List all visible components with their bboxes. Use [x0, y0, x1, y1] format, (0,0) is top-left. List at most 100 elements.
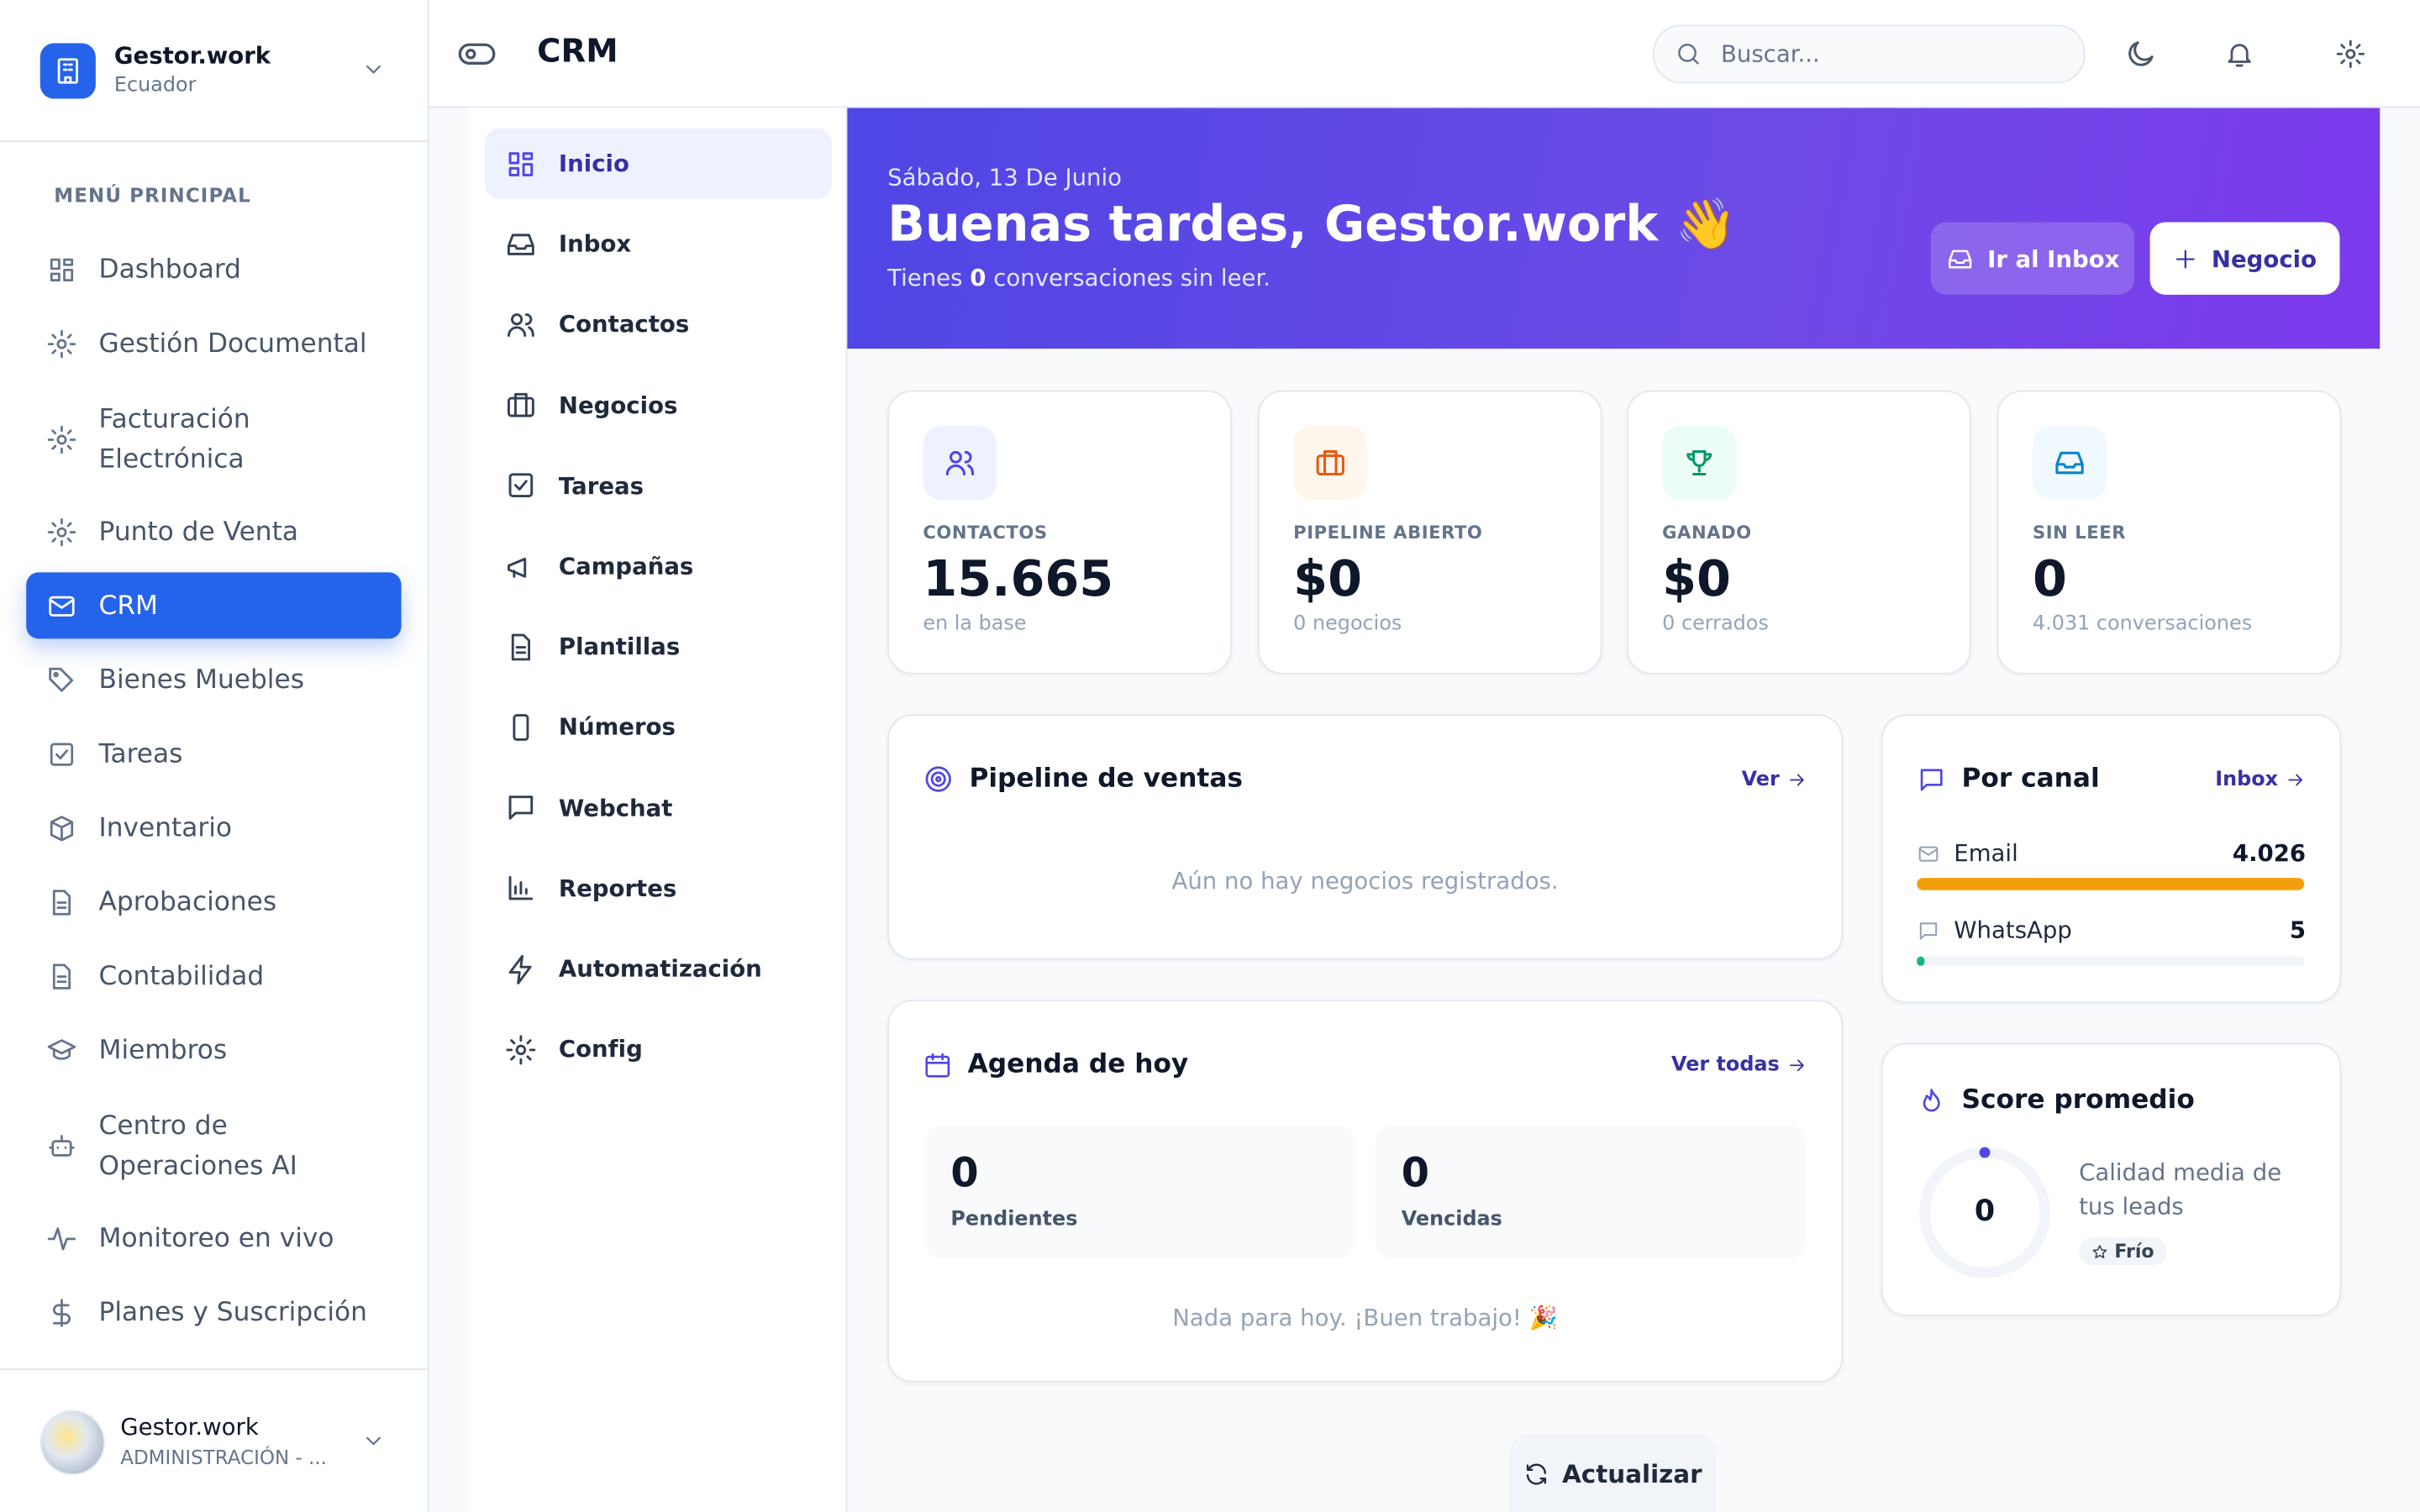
- stat-note: 0 cerrados: [1662, 612, 1769, 636]
- side-menu-item[interactable]: CRM: [26, 572, 402, 639]
- submenu-item[interactable]: Tareas: [485, 450, 832, 521]
- stat-icon: [2032, 425, 2107, 501]
- side-menu-label: Dashboard: [98, 255, 241, 286]
- stat-note: 4.031 conversaciones: [2032, 612, 2253, 636]
- agenda-title: Agenda de hoy: [923, 1049, 1188, 1080]
- search-placeholder: Buscar...: [1720, 39, 1820, 68]
- hero-date: Sábado, 13 De Junio: [887, 163, 1123, 192]
- score-description: Calidad media de tus leads: [2079, 1158, 2282, 1221]
- submenu-item[interactable]: Plantillas: [485, 612, 832, 682]
- submenu-item[interactable]: Inbox: [485, 208, 832, 279]
- stat-label: SIN LEER: [2032, 521, 2127, 543]
- stat-card: GANADO $0 0 cerrados: [1626, 390, 1971, 675]
- stat-label: GANADO: [1662, 521, 1752, 543]
- submenu-label: Inicio: [558, 150, 629, 178]
- stat-value: $0: [1293, 549, 1362, 608]
- settings[interactable]: [2335, 39, 2366, 70]
- side-menu-label: Inventario: [98, 812, 233, 844]
- agenda-title-text: Agenda de hoy: [967, 1048, 1189, 1080]
- submenu-label: Webchat: [558, 794, 673, 822]
- submenu-item[interactable]: Webchat: [485, 772, 832, 843]
- side-menu-label: Monitoreo en vivo: [98, 1223, 334, 1255]
- side-menu-item[interactable]: Contabilidad: [26, 941, 401, 1011]
- channels-link-text: Inbox: [2215, 768, 2279, 792]
- submenu-item[interactable]: Campañas: [485, 531, 832, 601]
- theme-toggle[interactable]: [2123, 37, 2157, 71]
- org-dropdown[interactable]: [361, 57, 386, 81]
- notifications[interactable]: [2224, 37, 2255, 71]
- sidebar-toggle[interactable]: [457, 35, 497, 72]
- menu-section-label: MENÚ PRINCIPAL: [54, 183, 251, 207]
- submenu-label: Automatización: [558, 954, 762, 984]
- side-menu-item[interactable]: Planes y Suscripción: [26, 1278, 401, 1348]
- channel-bar-track: [1917, 956, 2305, 966]
- pipeline-link[interactable]: Ver: [1742, 769, 1807, 791]
- side-menu-item[interactable]: Miembros: [26, 1016, 401, 1086]
- new-deal-button-label: Negocio: [2211, 244, 2317, 273]
- submenu-label: Números: [558, 713, 676, 742]
- submenu-item[interactable]: Números: [485, 692, 832, 763]
- side-menu-item[interactable]: Aprobaciones: [26, 867, 401, 937]
- agenda-box: 0 Pendientes: [924, 1124, 1355, 1259]
- channels-card: Por canal Inbox Email 4.026 WhatsApp 5: [1881, 714, 2342, 1003]
- side-menu-label: Contabilidad: [98, 961, 265, 993]
- side-menu-item[interactable]: Tareas: [26, 719, 401, 790]
- page-title: CRM: [537, 32, 618, 70]
- pipeline-title-text: Pipeline de ventas: [969, 764, 1244, 795]
- side-menu-item[interactable]: Facturación Electrónica: [26, 383, 401, 497]
- side-menu-item[interactable]: Punto de Venta: [26, 496, 401, 567]
- sidebar: Gestor.work Ecuador MENÚ PRINCIPAL Dashb…: [0, 0, 429, 1512]
- agenda-box-value: 0: [1401, 1151, 1429, 1198]
- channel-name: Email: [1954, 839, 2018, 868]
- agenda-box-label: Pendientes: [950, 1208, 1078, 1231]
- org-logo: [39, 43, 96, 99]
- stat-icon: [923, 425, 997, 501]
- stat-card: PIPELINE ABIERTO $0 0 negocios: [1257, 390, 1602, 675]
- side-menu-item[interactable]: Gestión Documental: [26, 308, 401, 379]
- agenda-link[interactable]: Ver todas: [1671, 1053, 1807, 1077]
- stat-label: PIPELINE ABIERTO: [1293, 521, 1483, 543]
- score-title-text: Score promedio: [1961, 1084, 2195, 1116]
- inbox-button[interactable]: Ir al Inbox: [1930, 222, 2135, 295]
- topbar: CRM Buscar...: [429, 0, 2420, 108]
- submenu-item[interactable]: Reportes: [485, 853, 832, 923]
- side-menu-item[interactable]: Dashboard: [26, 234, 401, 305]
- submenu-label: Negocios: [558, 391, 678, 419]
- pipeline-card: Pipeline de ventas Ver Aún no hay negoci…: [887, 714, 1844, 960]
- side-menu-label: Gestión Documental: [98, 328, 367, 360]
- stat-value: 0: [2032, 549, 2067, 608]
- org-name[interactable]: Gestor.work: [113, 41, 271, 70]
- submenu-label: Plantillas: [558, 633, 681, 661]
- side-menu-item[interactable]: Bienes Muebles: [26, 645, 401, 716]
- submenu-item[interactable]: Contactos: [485, 289, 832, 360]
- pipeline-title: Pipeline de ventas: [923, 764, 1243, 795]
- channels-link[interactable]: Inbox: [2215, 768, 2306, 792]
- side-menu-label: Punto de Venta: [98, 517, 298, 549]
- side-menu-label: Aprobaciones: [98, 887, 277, 918]
- agenda-empty: Nada para hoy. ¡Buen trabajo! 🎉: [1172, 1304, 1558, 1332]
- side-menu-item[interactable]: Inventario: [26, 793, 401, 864]
- submenu-item[interactable]: Automatización: [485, 933, 832, 1004]
- channels-title-text: Por canal: [1961, 764, 2100, 795]
- side-menu-label: Centro de Operaciones AI: [98, 1110, 297, 1182]
- search-box[interactable]: Buscar...: [1653, 24, 2086, 84]
- refresh-button[interactable]: Actualizar: [1509, 1435, 1717, 1512]
- new-deal-button[interactable]: Negocio: [2149, 222, 2340, 295]
- side-menu-item[interactable]: Monitoreo en vivo: [26, 1204, 401, 1274]
- pipeline-empty: Aún no hay negocios registrados.: [1171, 867, 1559, 895]
- side-menu-label: Planes y Suscripción: [98, 1297, 367, 1329]
- submenu-item[interactable]: Negocios: [485, 370, 832, 440]
- agenda-card: Agenda de hoy Ver todas 0 Pendientes 0 V…: [887, 1000, 1844, 1383]
- agenda-box: 0 Vencidas: [1375, 1124, 1806, 1259]
- submenu-item[interactable]: Config: [485, 1014, 832, 1084]
- user-name[interactable]: Gestor.work: [120, 1413, 259, 1441]
- submenu-label: Contactos: [558, 310, 690, 339]
- submenu-item[interactable]: Inicio: [484, 128, 833, 199]
- divider: [0, 1368, 428, 1371]
- user-dropdown[interactable]: [361, 1429, 386, 1453]
- stat-icon: [1662, 425, 1737, 501]
- org-country: Ecuador: [113, 74, 197, 97]
- side-menu-item[interactable]: Centro de Operaciones AI: [26, 1089, 401, 1204]
